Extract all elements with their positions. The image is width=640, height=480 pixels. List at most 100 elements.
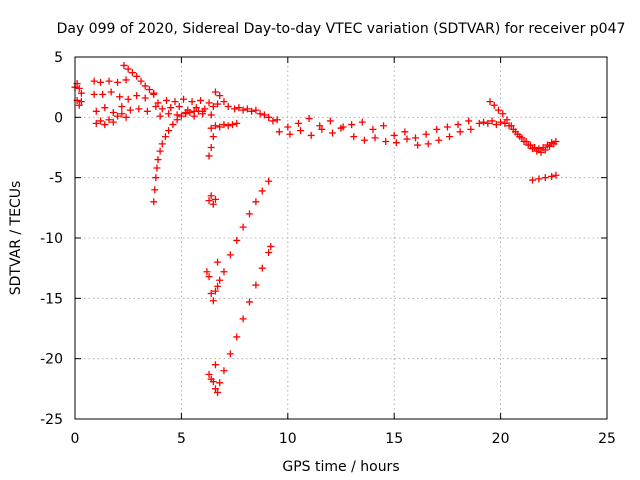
data-point	[265, 248, 273, 256]
data-point	[252, 281, 260, 289]
data-point	[205, 197, 213, 205]
data-point	[124, 65, 132, 73]
data-point	[154, 156, 162, 164]
data-point	[526, 141, 534, 149]
data-point	[205, 370, 213, 378]
data-point	[328, 129, 336, 137]
data-point	[109, 109, 117, 117]
data-point	[548, 139, 556, 147]
data-point	[175, 102, 183, 110]
data-point	[101, 104, 109, 112]
y-tick-label: 0	[54, 110, 63, 126]
data-point	[114, 78, 122, 86]
series-pos6-high	[211, 88, 277, 125]
data-point	[269, 117, 277, 125]
series-pos6-scatter	[205, 133, 217, 160]
data-point	[128, 69, 136, 77]
data-point	[305, 115, 313, 123]
data-point	[552, 171, 560, 179]
data-point	[228, 121, 236, 129]
data-point	[231, 105, 239, 113]
data-point	[284, 123, 292, 131]
data-point	[220, 367, 228, 375]
series-flat-20	[480, 117, 560, 153]
data-point	[141, 82, 149, 90]
data-point	[531, 144, 539, 151]
y-tick-label: -5	[49, 171, 63, 187]
data-point	[158, 105, 166, 113]
data-point	[211, 88, 219, 96]
data-point	[307, 131, 315, 139]
data-point	[171, 98, 179, 106]
data-point	[318, 125, 326, 133]
data-point	[216, 379, 224, 387]
series-line-b-low	[205, 361, 219, 386]
data-point	[143, 107, 151, 115]
data-point	[245, 210, 253, 218]
data-point	[529, 176, 537, 184]
data-point	[205, 99, 213, 107]
data-point	[75, 84, 83, 92]
axis-ticks	[74, 56, 608, 420]
data-point	[522, 137, 530, 145]
series-line-b	[211, 242, 275, 396]
data-point	[326, 117, 334, 125]
data-point	[150, 89, 158, 97]
data-point	[422, 130, 430, 138]
data-point	[233, 236, 241, 244]
data-point	[207, 192, 215, 200]
series-pos6-low	[207, 119, 241, 132]
data-point	[252, 106, 260, 114]
data-point	[220, 98, 228, 106]
data-point	[273, 116, 281, 124]
data-point	[99, 90, 107, 98]
series-peak-20	[486, 98, 558, 156]
data-point	[153, 164, 161, 172]
data-point	[188, 98, 196, 106]
data-point	[539, 144, 547, 151]
data-point	[169, 121, 177, 129]
data-point	[165, 127, 173, 135]
data-point	[211, 385, 219, 393]
data-point	[151, 186, 159, 194]
data-point	[275, 128, 283, 136]
data-point	[490, 101, 498, 109]
data-point	[207, 111, 215, 119]
data-point	[182, 110, 190, 118]
data-point	[214, 388, 222, 396]
series-low-tail	[529, 171, 560, 184]
data-point	[133, 92, 141, 100]
data-point	[173, 116, 181, 124]
data-point	[101, 121, 109, 129]
data-point	[248, 107, 256, 115]
data-point	[239, 315, 247, 323]
data-point	[499, 110, 507, 118]
data-point	[350, 133, 358, 141]
series-midcluster	[154, 95, 222, 120]
data-point	[192, 104, 200, 112]
data-point	[211, 287, 219, 295]
data-point	[211, 122, 219, 130]
data-point	[475, 119, 483, 127]
data-point	[401, 128, 409, 136]
x-tick-label: 0	[71, 431, 80, 447]
y-tick-label: 5	[54, 50, 63, 66]
data-point	[186, 109, 194, 117]
data-point	[501, 119, 509, 127]
data-point	[433, 125, 441, 133]
data-point	[435, 136, 443, 144]
data-point	[216, 92, 224, 100]
data-point	[156, 147, 164, 155]
y-tick-label: -20	[40, 352, 63, 368]
data-point	[348, 121, 356, 129]
data-point	[543, 141, 551, 149]
data-point	[118, 102, 126, 110]
data-point	[224, 102, 232, 110]
data-point	[286, 130, 294, 138]
data-point	[214, 258, 222, 266]
y-tick-label: -25	[40, 412, 63, 428]
data-point	[535, 145, 543, 153]
data-point	[141, 94, 149, 102]
data-point	[209, 200, 217, 208]
data-point	[239, 106, 247, 114]
